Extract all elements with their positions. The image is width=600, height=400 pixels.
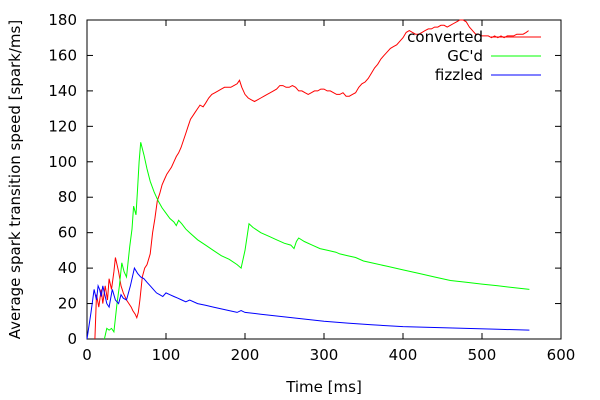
axis-ticks: 0 100 200 300 400 500 600 0 20 40 60 80 100 120 140 160… (48, 11, 575, 364)
y-tick-label: 180 (48, 11, 77, 29)
y-tick-label: 120 (48, 117, 77, 135)
x-tick-label: 200 (231, 346, 260, 364)
y-tick-label: 60 (58, 224, 77, 242)
y-tick-label: 100 (48, 153, 77, 171)
y-axis-label: Average spark transition speed [spark/ms… (6, 20, 24, 339)
x-tick-label: 300 (310, 346, 339, 364)
y-tick-label: 160 (48, 46, 77, 64)
y-tick-label: 40 (58, 259, 77, 277)
series-group (86, 19, 530, 340)
legend-label: GC'd (447, 47, 483, 65)
series-line-0 (94, 19, 529, 340)
series-line-1 (103, 142, 530, 340)
y-tick-label: 140 (48, 82, 77, 100)
x-tick-label: 0 (82, 346, 92, 364)
legend-label: converted (407, 28, 483, 46)
y-tick-label: 80 (58, 188, 77, 206)
x-tick-label: 100 (152, 346, 181, 364)
plot-frame (86, 19, 562, 340)
legend-label: fizzled (435, 66, 483, 84)
x-axis-label: Time [ms] (285, 378, 362, 396)
series-line-2 (86, 266, 530, 340)
x-tick-label: 500 (468, 346, 497, 364)
y-tick-label: 0 (67, 330, 77, 348)
x-tick-label: 400 (389, 346, 418, 364)
x-tick-label: 600 (547, 346, 576, 364)
y-tick-label: 20 (58, 295, 77, 313)
